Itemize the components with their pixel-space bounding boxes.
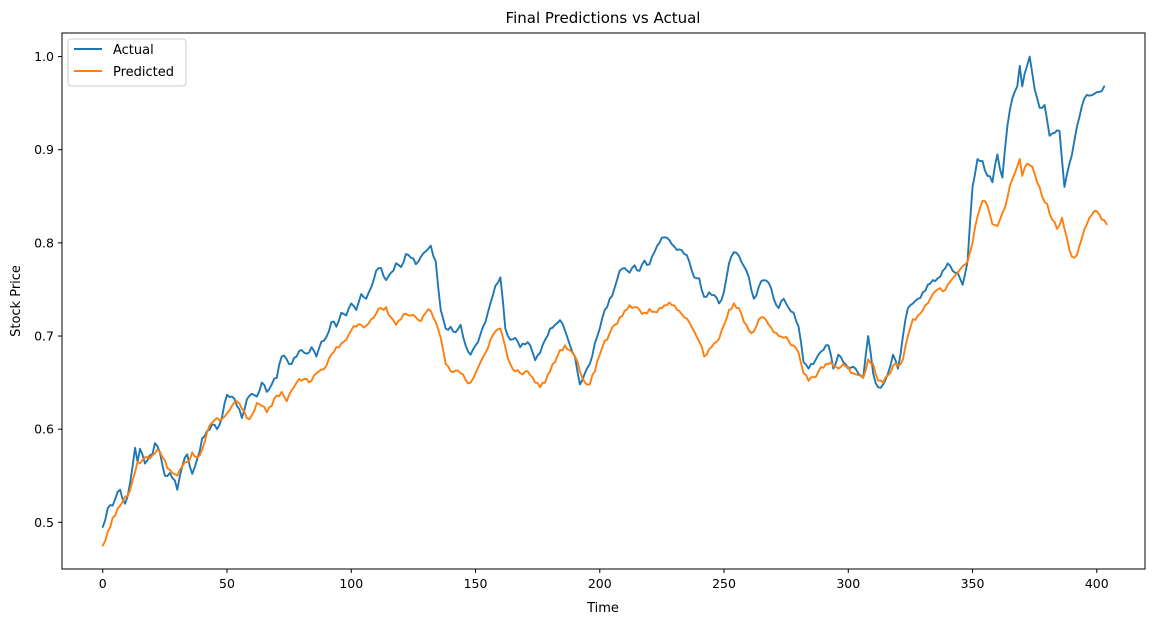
x-tick-label: 250 [712,576,736,591]
series-layer [101,55,1108,547]
y-tick-label: 1.0 [34,49,54,64]
legend-label-actual: Actual [113,43,154,58]
plot-frame [61,32,1146,570]
x-axis-label: Time [586,601,619,616]
y-tick-label: 0.9 [34,142,54,157]
y-tick-label: 0.7 [34,329,54,344]
x-tick-label: 200 [588,576,612,591]
series-line-predicted [101,158,1108,547]
x-tick-label: 150 [464,576,488,591]
y-tick-label: 0.8 [34,235,54,250]
x-axis: 0 50 100 150 200 250 300 350 400 [99,569,1109,591]
y-tick-label: 0.6 [34,422,54,437]
legend-box [67,38,187,87]
y-tick-label: 0.5 [34,515,54,530]
y-axis: 0.5 0.6 0.7 0.8 0.9 1.0 [34,49,62,530]
chart-title: Final Predictions vs Actual [506,9,701,27]
x-tick-label: 350 [961,576,985,591]
y-axis-label: Stock Price [9,265,24,337]
legend-label-predicted: Predicted [113,65,174,80]
legend: Actual Predicted [67,38,187,87]
series-line-actual [101,55,1106,528]
x-tick-label: 400 [1085,576,1109,591]
x-tick-label: 300 [836,576,860,591]
x-tick-label: 0 [99,576,107,591]
x-tick-label: 50 [219,576,235,591]
x-tick-label: 100 [339,576,363,591]
